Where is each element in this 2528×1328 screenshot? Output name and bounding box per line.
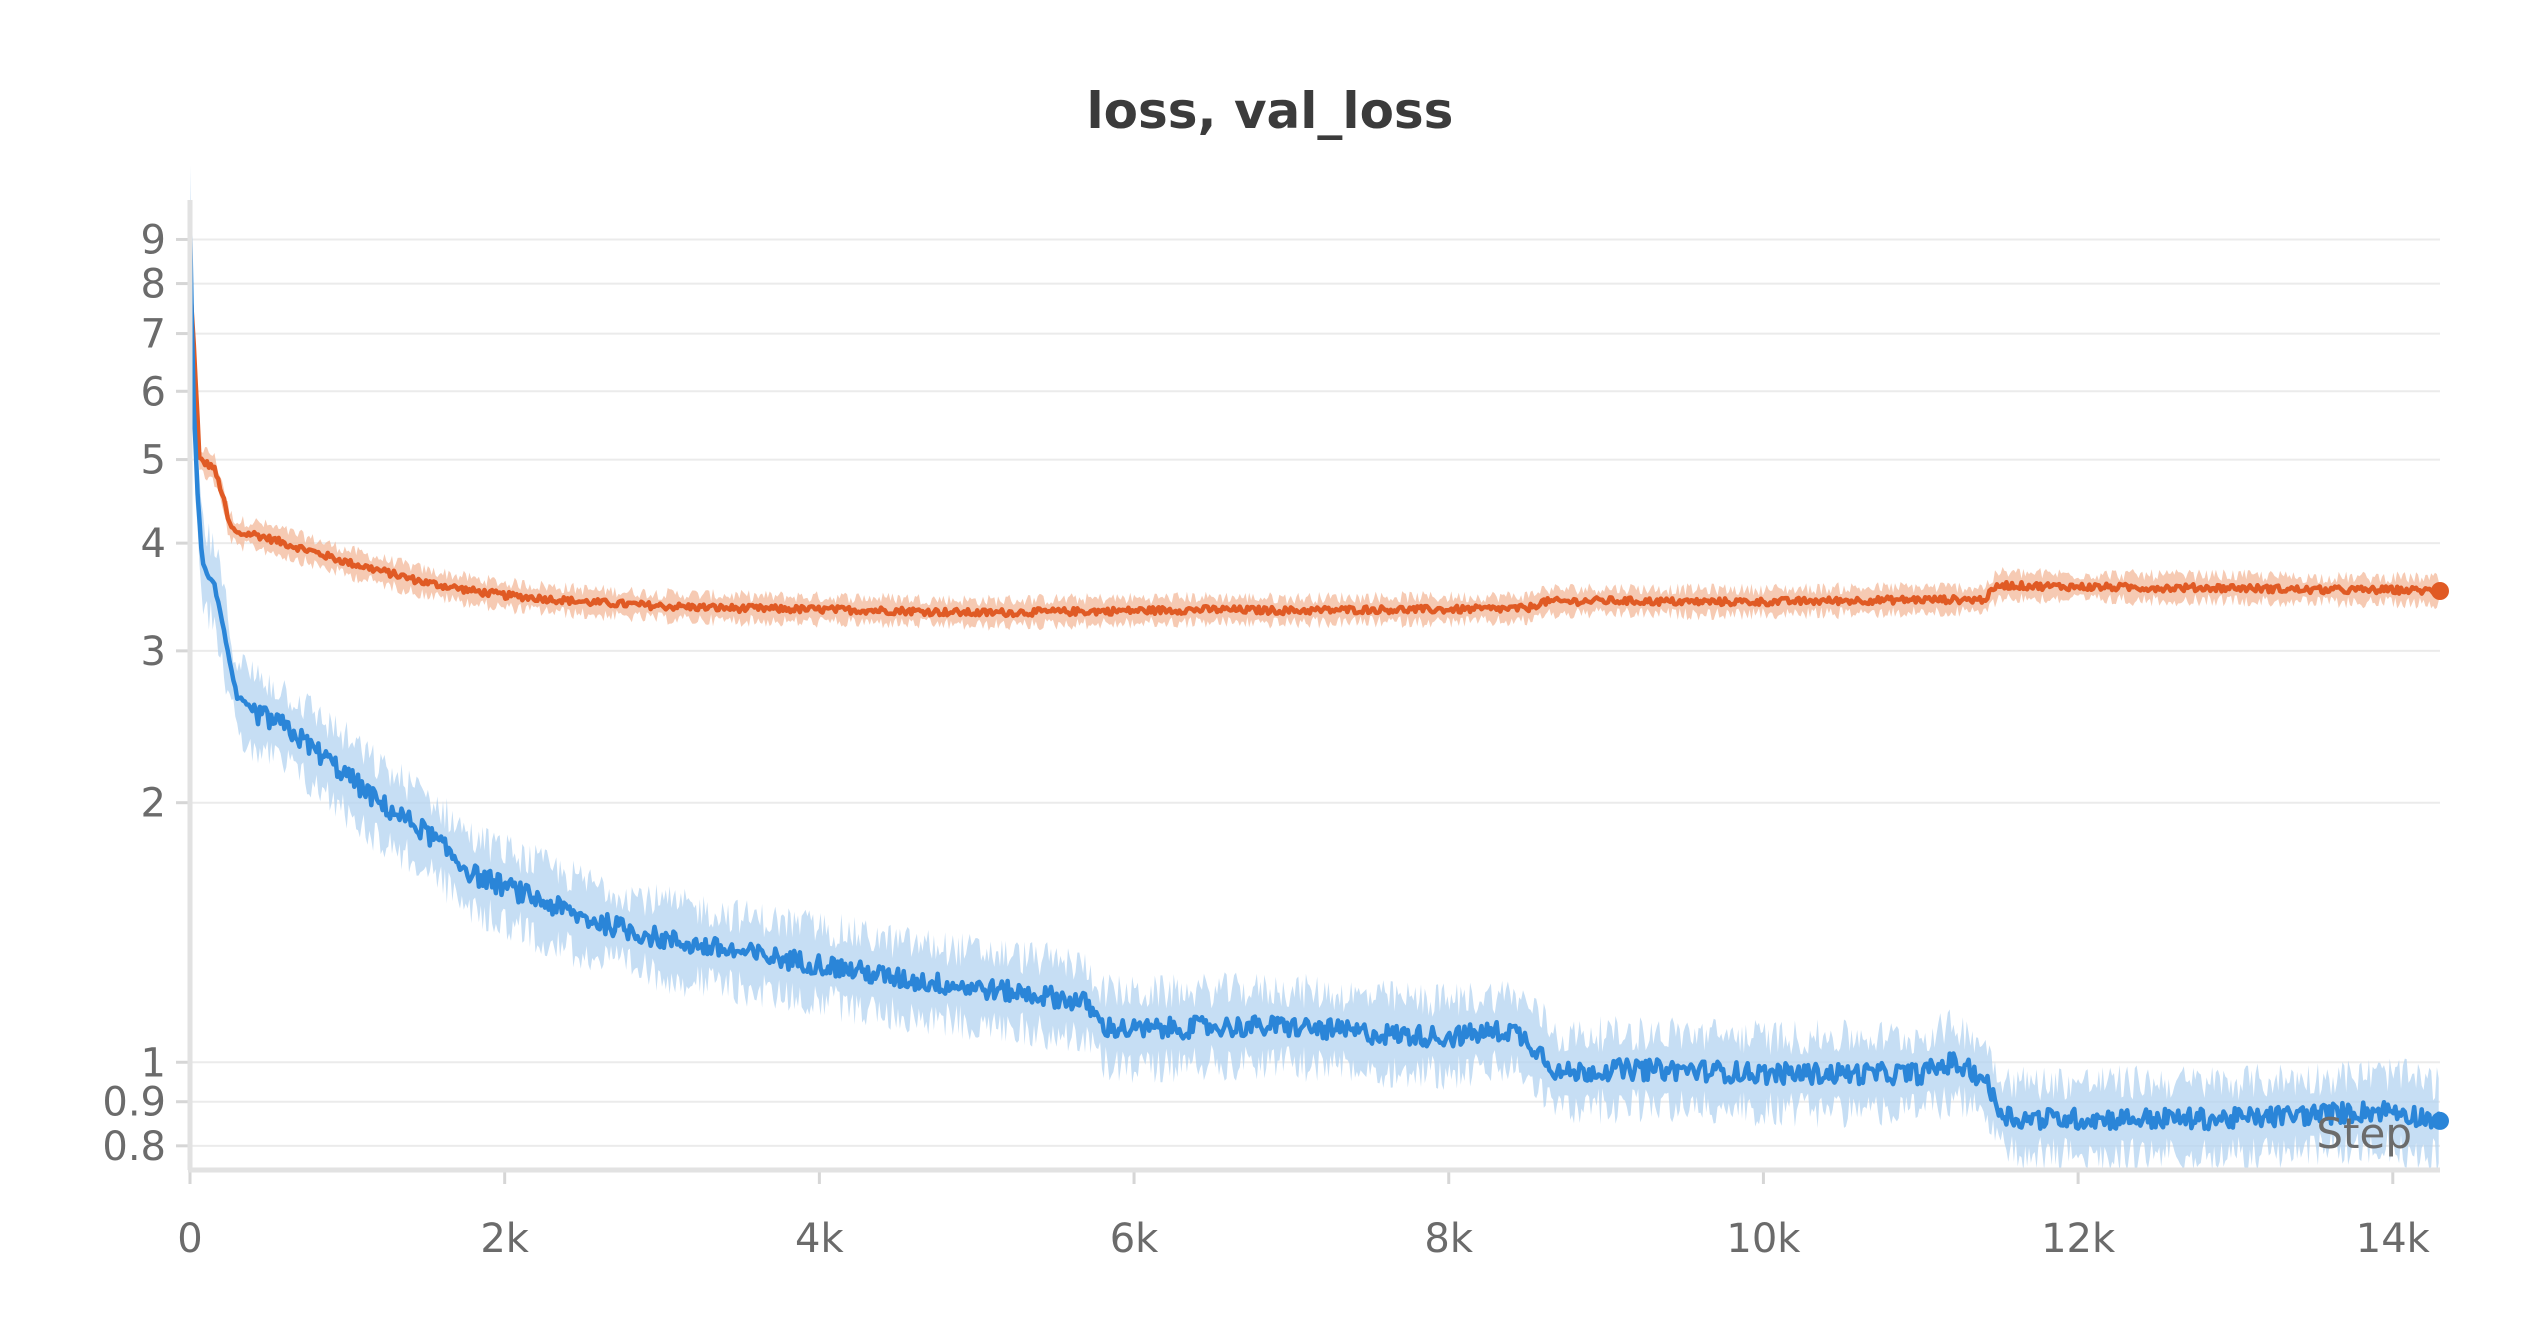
- x-tick-label: 2k: [480, 1216, 529, 1262]
- x-tick-labels: 0 2k 4k 6k 8k 10k 12k 14k: [177, 1216, 2430, 1262]
- axis-layer: [187, 200, 2440, 1173]
- y-tick-label: 8: [141, 262, 166, 308]
- x-axis-label: Step: [2316, 1109, 2412, 1158]
- y-tick-label: 4: [141, 521, 166, 567]
- y-tick-labels: 0.80.91 2 3 4 5 6 789: [102, 217, 166, 1169]
- y-tick-label: 7: [141, 312, 166, 358]
- series-1-endpoint[interactable]: [2431, 582, 2449, 601]
- series-2-band: [190, 165, 2439, 1173]
- series-1-line: [187, 280, 2441, 619]
- y-tick-label: 2: [141, 781, 166, 827]
- chart-title: loss, val_loss: [1087, 82, 1454, 140]
- series-1-band: [190, 273, 2439, 631]
- y-tick-label: 5: [141, 438, 166, 484]
- x-tick-label: 12k: [2041, 1216, 2116, 1262]
- x-tick-label: 0: [177, 1216, 202, 1262]
- series-2-endpoint[interactable]: [2431, 1111, 2449, 1130]
- y-tick-label: 3: [141, 629, 166, 675]
- line-layer: [187, 219, 2449, 1132]
- y-tick-label: 9: [141, 217, 166, 263]
- y-tick-label: 0.9: [102, 1080, 166, 1126]
- y-tick-label: 6: [141, 369, 166, 415]
- band-layer: [190, 165, 2439, 1173]
- x-tick-label: 8k: [1424, 1216, 1473, 1262]
- x-tick-label: 14k: [2356, 1216, 2431, 1262]
- x-tick-label: 6k: [1110, 1216, 1159, 1262]
- y-tick-label: 0.8: [102, 1124, 166, 1170]
- series-2-line: [187, 219, 2441, 1132]
- x-tick-label: 10k: [1726, 1216, 1801, 1262]
- y-tick-label: 1: [141, 1040, 166, 1086]
- x-tick-label: 4k: [795, 1216, 844, 1262]
